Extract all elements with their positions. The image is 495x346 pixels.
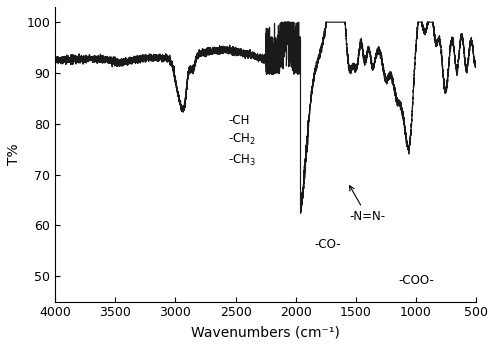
Text: -CO-: -CO- (315, 238, 342, 251)
Text: -COO-: -COO- (398, 274, 434, 287)
Text: -N=N-: -N=N- (349, 186, 385, 223)
Text: -CH
-CH$_2$
-CH$_3$: -CH -CH$_2$ -CH$_3$ (228, 113, 256, 168)
Y-axis label: T%: T% (7, 144, 21, 165)
X-axis label: Wavenumbers (cm⁻¹): Wavenumbers (cm⁻¹) (191, 325, 340, 339)
